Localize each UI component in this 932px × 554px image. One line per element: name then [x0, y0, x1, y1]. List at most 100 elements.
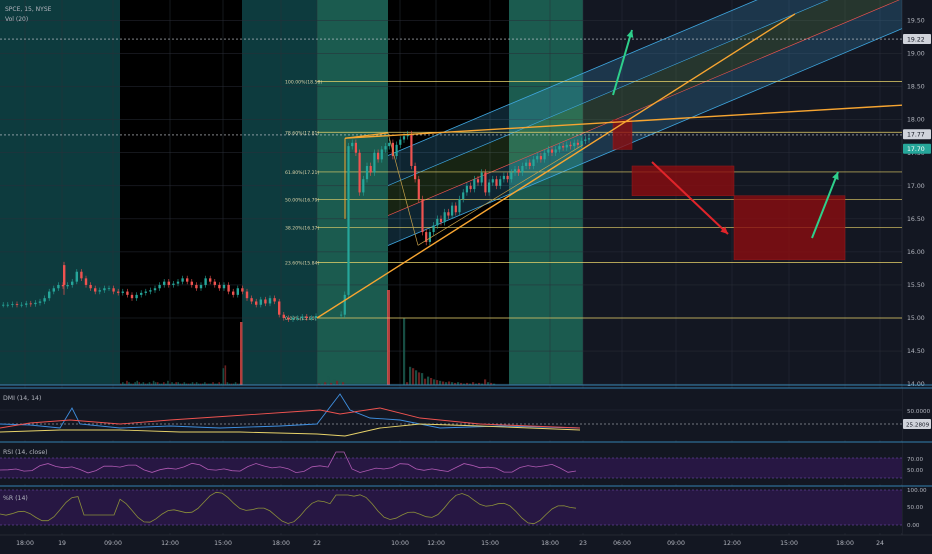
volume-bar-d2-12: [412, 368, 415, 385]
candle-body-d1-40: [186, 278, 189, 282]
candle-body-d2-46: [510, 172, 513, 180]
candle-body-d2-49: [521, 165, 524, 173]
candle-body-d1-68: [314, 316, 318, 318]
volume-bar-d2-8: [342, 382, 345, 385]
chart-symbol-title[interactable]: SPCE, 15, NYSE: [5, 6, 52, 13]
fib-level-label-4: 38.20%(16.37): [285, 225, 319, 231]
volume-bar-d2-10: [406, 382, 409, 385]
arrow-down-1-head: [720, 226, 728, 234]
volume-bar-d1-15: [150, 383, 153, 385]
candle-body-d2-55: [543, 152, 546, 160]
volume-bar-d1-24: [169, 383, 171, 385]
candle-body-d2-35: [469, 185, 472, 190]
candle-body-d2-63: [573, 142, 576, 147]
candle-body-d1-58: [268, 298, 272, 304]
candle-body-d2-47: [513, 169, 517, 173]
volume-bar-d1-38: [197, 383, 200, 385]
candle-body-d2-28: [443, 212, 446, 223]
volume-bar-d1-11: [142, 382, 145, 385]
volume-bar-d2-19: [433, 379, 436, 385]
volume-bar-d1-27: [175, 382, 177, 385]
volume-bar-d1-43: [208, 383, 210, 385]
time-tick-label-0: 18:00: [16, 540, 34, 547]
candle-body-d2-14: [391, 142, 394, 157]
candle-body-d1-17: [80, 271, 83, 279]
dmi-pane-title: DMI (14, 14): [3, 395, 41, 402]
price-axis-panel: [902, 0, 932, 550]
time-tick-label-9: 15:00: [481, 540, 499, 547]
candle-body-d2-52: [532, 159, 535, 166]
volume-indicator-label[interactable]: Vol (20): [5, 16, 29, 23]
time-tick-label-14: 12:00: [723, 540, 741, 547]
volume-bar-d1-26: [173, 383, 175, 385]
volume-bar-d2-2: [324, 382, 327, 385]
volume-bar-d1-23: [167, 380, 169, 385]
volume-bar-d1-31: [183, 382, 186, 385]
channel-lower-band: [388, 0, 902, 246]
volume-bar-d1-3: [126, 380, 128, 385]
candle-body-d1-48: [222, 284, 226, 289]
wr-band: [0, 490, 902, 525]
volume-bar-d1-41: [204, 382, 206, 385]
candle-body-d2-16: [399, 139, 402, 145]
arrow-down-1-shaft: [651, 161, 729, 235]
candle-body-d2-11: [380, 149, 383, 160]
volume-bar-d1-29: [179, 383, 182, 385]
candle-body-d1-26: [121, 291, 124, 293]
candle-body-d2-31: [454, 205, 457, 213]
rsi-pane-title: RSI (14, close): [3, 449, 48, 456]
volume-bar-d2-28: [460, 382, 463, 385]
rsi-series: [0, 451, 577, 474]
price-tick-label-2: 18.50: [907, 84, 925, 91]
time-tick-label-15: 15:00: [780, 540, 798, 547]
volume-bar-d1-12: [144, 383, 147, 385]
candle-body-d1-41: [190, 281, 193, 285]
volume-bar-d2-3: [327, 376, 330, 385]
volume-bar-d2-31: [469, 383, 472, 385]
candle-body-d2-38: [480, 172, 483, 183]
volume-bar-d1-0: [120, 383, 122, 385]
session-band-1: [120, 0, 242, 385]
arrow-up-1-shaft: [612, 29, 633, 96]
volume-bar-d2-30: [466, 382, 469, 385]
time-tick-label-4: 15:00: [214, 540, 232, 547]
candle-body-d1-14: [66, 284, 69, 287]
candle-body-d2-21: [417, 179, 420, 200]
candle-body-d2-48: [517, 169, 520, 173]
candle-body-d2-8: [369, 165, 372, 173]
volume-bar-d1-1: [122, 382, 124, 385]
volume-bar-d1-49: [220, 383, 223, 385]
candle-body-d1-30: [140, 292, 143, 295]
time-tick-label-16: 18:00: [836, 540, 854, 547]
candle-body-d1-29: [135, 294, 138, 299]
session-band-3: [317, 0, 388, 385]
candle-body-d1-45: [209, 278, 212, 282]
candle-body-d1-63: [291, 318, 295, 320]
candle-body-d1-16: [75, 271, 78, 282]
candle-body-d1-52: [241, 288, 244, 292]
projection-box-2: [733, 195, 846, 261]
volume-bar-d1-46: [214, 383, 216, 385]
volume-bar-d1-52: [226, 382, 229, 385]
volume-bar-d2-4: [330, 382, 333, 385]
candle-body-d2-66: [584, 139, 587, 141]
trend-line-drop: [387, 132, 419, 246]
candle-body-d1-57: [264, 299, 267, 304]
candle-body-d1-0: [2, 304, 5, 306]
candle-body-d2-50: [525, 162, 528, 166]
candle-body-d1-20: [94, 288, 97, 292]
volume-bar-d1-22: [165, 383, 167, 385]
price-tag-bg-2: [903, 143, 931, 154]
dmi-value-tag: 25.2809: [906, 423, 930, 429]
price-tick-label-6: 16.50: [907, 216, 925, 223]
candle-body-d2-5: [358, 152, 361, 193]
fib-level-label-3: 50.00%(16.79): [285, 198, 319, 204]
volume-bar-d1-18: [156, 382, 159, 385]
candle-body-d1-64: [296, 318, 299, 319]
time-tick-label-11: 23: [579, 540, 587, 547]
candle-body-d2-4: [354, 142, 357, 153]
candle-body-d1-35: [163, 281, 166, 285]
candle-body-d2-64: [576, 142, 579, 145]
